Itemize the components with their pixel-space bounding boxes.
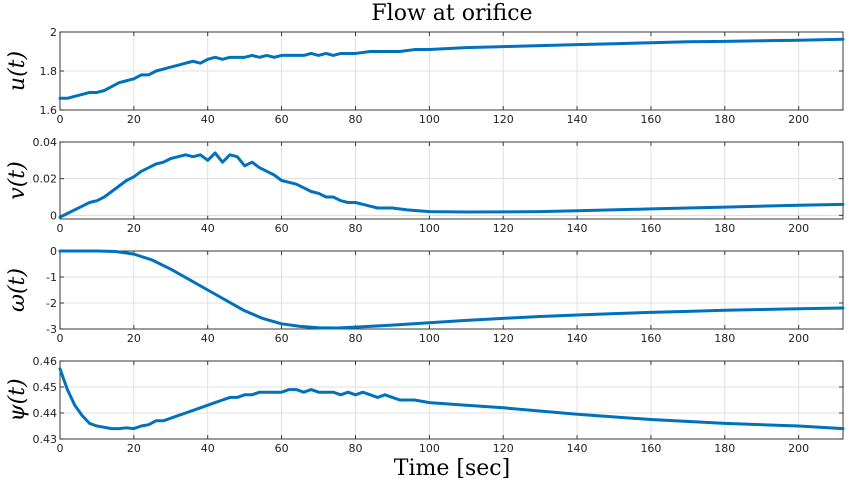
y-tick-label: 2 [50,26,57,39]
subplot-2: 0 20 40 60 80 100 120 140 160 180 200 0 0.02 0.04v(t) [5,136,845,235]
x-tick-label: 120 [493,332,514,345]
x-tick-label: 40 [201,113,215,126]
y-tick-label: 0.44 [33,407,58,420]
x-tick-label: 20 [127,222,141,235]
x-tick-label: 20 [127,332,141,345]
x-tick-label: 200 [788,332,809,345]
x-tick-label: 200 [788,442,809,455]
x-tick-label: 60 [275,332,289,345]
x-tick-label: 140 [567,332,588,345]
x-tick-label: 120 [493,222,514,235]
x-tick-label: 20 [127,113,141,126]
x-tick-label: 180 [714,442,735,455]
x-tick-label: 180 [714,113,735,126]
x-tick-label: 120 [493,113,514,126]
y-tick-label: 0.45 [33,381,58,394]
x-tick-label: 200 [788,222,809,235]
y-tick-label: -3 [46,323,57,336]
x-tick-label: 40 [201,442,215,455]
x-tick-label: 100 [419,332,440,345]
y-tick-label: 0.43 [33,433,58,446]
x-tick-label: 160 [640,442,661,455]
x-tick-label: 40 [201,332,215,345]
y-tick-label: 1.6 [40,104,58,117]
x-tick-label: 100 [419,442,440,455]
x-tick-label: 200 [788,113,809,126]
y-axis-label: v(t) [5,161,30,199]
y-tick-label: 1.8 [40,65,58,78]
y-axis-label: ψ(t) [5,378,30,421]
y-tick-label: 0 [50,245,57,258]
series-line [58,249,845,330]
x-axis-label: Time [sec] [394,456,510,481]
chart-title: Flow at orifice [371,1,532,26]
x-tick-label: 0 [57,332,64,345]
x-tick-label: 120 [493,442,514,455]
y-tick-label: 0.46 [33,355,58,368]
x-tick-label: 180 [714,222,735,235]
x-tick-label: 0 [57,442,64,455]
axes-frame [59,141,844,220]
y-tick-label: -1 [46,271,57,284]
y-tick-label: 0.02 [33,173,58,186]
x-tick-label: 80 [348,222,362,235]
x-tick-label: 140 [567,113,588,126]
y-tick-label: 0.04 [33,136,58,149]
y-axis-label: ω(t) [5,268,30,312]
x-tick-label: 160 [640,332,661,345]
axes-frame [59,250,844,330]
x-tick-label: 160 [640,113,661,126]
x-tick-label: 80 [348,113,362,126]
x-tick-label: 100 [419,222,440,235]
subplot-4: 0 20 40 60 80 100 120 140 160 180 200 0.43 0.44 0.45 0… [5,355,845,455]
x-tick-label: 160 [640,222,661,235]
subplot-1: 0 20 40 60 80 100 120 140 160 180 200 1.6 1.8 2 u(t) [5,26,845,126]
x-tick-label: 60 [275,113,289,126]
y-axis-label: u(t) [5,51,30,91]
x-tick-label: 0 [57,222,64,235]
x-tick-label: 180 [714,332,735,345]
x-tick-label: 140 [567,442,588,455]
subplot-3: 0 20 40 60 80 100 120 140 160 180 200 -3 -2 -1 0 ω(t) [5,245,845,345]
x-tick-label: 140 [567,222,588,235]
x-tick-label: 100 [419,113,440,126]
axes-frame [59,31,844,111]
y-tick-label: 0 [50,209,57,222]
x-tick-label: 80 [348,332,362,345]
x-tick-label: 60 [275,222,289,235]
series-line [58,151,845,219]
x-tick-label: 0 [57,113,64,126]
axes-frame [59,360,844,440]
series-line [58,37,845,100]
y-tick-label: -2 [46,297,57,310]
x-tick-label: 80 [348,442,362,455]
series-line [58,367,845,431]
x-tick-label: 60 [275,442,289,455]
x-tick-label: 20 [127,442,141,455]
x-tick-label: 40 [201,222,215,235]
